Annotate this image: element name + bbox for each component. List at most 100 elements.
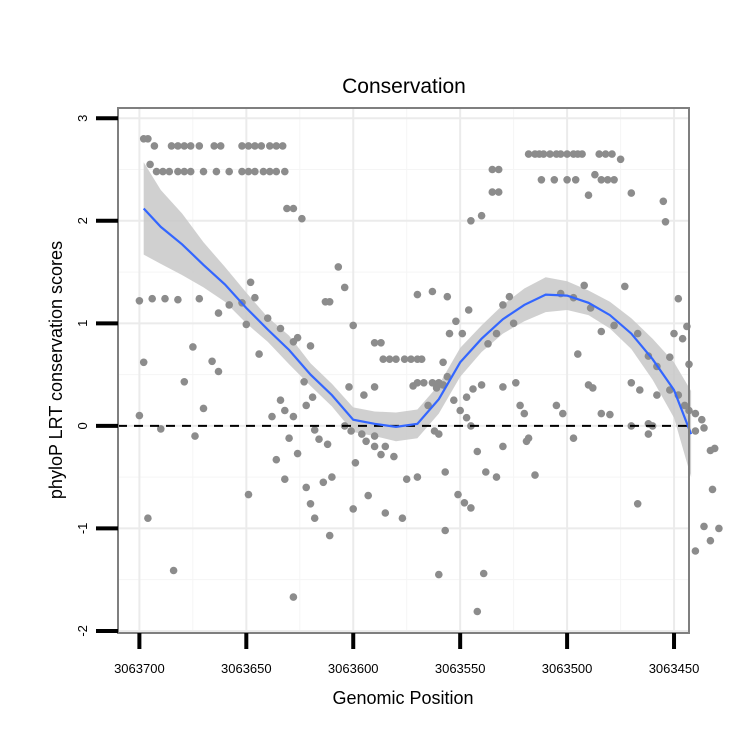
data-point bbox=[492, 329, 501, 338]
data-point bbox=[308, 393, 317, 402]
data-point bbox=[319, 478, 328, 487]
data-point bbox=[670, 329, 678, 338]
data-point bbox=[488, 165, 497, 174]
y-tick-label: -2 bbox=[75, 625, 90, 637]
data-point bbox=[512, 379, 520, 387]
data-point bbox=[278, 142, 287, 150]
data-point bbox=[441, 468, 450, 476]
data-point bbox=[597, 327, 606, 336]
data-point bbox=[289, 204, 298, 213]
x-axis: 3063700 3063650 3063600 3063550 3063500 30634… bbox=[114, 633, 699, 676]
data-point bbox=[216, 142, 225, 150]
data-point bbox=[633, 329, 642, 338]
data-point bbox=[488, 188, 497, 196]
loess-smooth-line bbox=[142, 207, 693, 435]
data-point bbox=[392, 355, 400, 364]
data-point bbox=[715, 524, 723, 533]
data-point bbox=[281, 475, 289, 484]
data-point bbox=[546, 150, 554, 158]
data-point bbox=[165, 167, 174, 176]
data-point bbox=[407, 355, 415, 364]
data-point bbox=[306, 500, 315, 508]
data-point bbox=[636, 386, 644, 394]
data-point bbox=[208, 357, 216, 366]
data-point bbox=[708, 485, 717, 494]
data-point bbox=[135, 411, 144, 420]
data-point bbox=[653, 391, 661, 399]
data-point bbox=[710, 444, 719, 453]
data-point bbox=[597, 409, 606, 418]
data-point bbox=[281, 167, 289, 176]
x-tick-label: 3063450 bbox=[649, 661, 700, 676]
data-point bbox=[477, 211, 486, 220]
data-point bbox=[467, 504, 475, 512]
data-point bbox=[460, 499, 469, 507]
chart-title: Conservation bbox=[342, 75, 466, 98]
data-point bbox=[199, 167, 208, 176]
x-axis-label: Genomic Position bbox=[332, 688, 473, 708]
data-point bbox=[135, 297, 144, 305]
data-point bbox=[666, 353, 674, 362]
data-point bbox=[398, 514, 407, 522]
data-point bbox=[443, 372, 452, 381]
data-point bbox=[559, 409, 567, 418]
data-point bbox=[325, 531, 334, 540]
data-point bbox=[597, 176, 606, 184]
data-point bbox=[157, 425, 165, 433]
data-point bbox=[700, 522, 708, 531]
data-point bbox=[300, 378, 308, 386]
data-point bbox=[174, 167, 182, 176]
data-point bbox=[323, 440, 332, 449]
data-point bbox=[150, 142, 159, 150]
data-point bbox=[180, 142, 189, 150]
data-point bbox=[524, 434, 533, 443]
data-point bbox=[700, 424, 708, 432]
x-tick-label: 3063550 bbox=[435, 661, 486, 676]
data-point bbox=[272, 455, 281, 464]
data-point bbox=[698, 415, 706, 424]
data-point bbox=[492, 473, 501, 481]
data-point bbox=[644, 430, 653, 438]
data-point bbox=[390, 452, 398, 461]
data-point bbox=[246, 278, 255, 287]
y-tick-label: 3 bbox=[75, 115, 90, 122]
data-point bbox=[266, 142, 274, 150]
data-point bbox=[381, 509, 390, 517]
data-point bbox=[289, 412, 298, 421]
data-point bbox=[691, 547, 700, 555]
data-point bbox=[195, 294, 204, 303]
x-tick-label: 3063500 bbox=[542, 661, 593, 676]
data-point bbox=[563, 150, 571, 158]
data-point bbox=[417, 355, 426, 364]
y-tick-label: 0 bbox=[75, 422, 90, 429]
data-point bbox=[569, 434, 578, 443]
data-point bbox=[443, 292, 452, 301]
data-point bbox=[244, 167, 253, 176]
data-point bbox=[285, 434, 293, 443]
data-point bbox=[340, 283, 349, 292]
data-point bbox=[610, 321, 618, 330]
y-tick-label: -1 bbox=[75, 523, 90, 535]
data-point bbox=[174, 295, 182, 304]
data-point bbox=[289, 593, 298, 601]
data-point bbox=[606, 410, 614, 419]
data-point bbox=[550, 176, 559, 184]
y-axis-label: phyloP LRT conservation scores bbox=[46, 241, 66, 499]
data-point bbox=[539, 150, 548, 158]
data-point bbox=[180, 378, 189, 386]
data-point bbox=[381, 442, 390, 451]
y-tick-label: 2 bbox=[75, 217, 90, 224]
data-point bbox=[413, 379, 422, 387]
data-point bbox=[435, 570, 443, 579]
confidence-ribbon bbox=[143, 162, 692, 478]
data-point bbox=[608, 150, 616, 158]
x-tick-label: 3063650 bbox=[221, 661, 272, 676]
data-point bbox=[199, 404, 208, 413]
data-point bbox=[661, 218, 670, 226]
data-point bbox=[621, 282, 629, 291]
data-point bbox=[456, 406, 465, 415]
data-point bbox=[428, 379, 437, 387]
data-point bbox=[706, 536, 715, 545]
data-point bbox=[251, 142, 259, 150]
data-point bbox=[244, 142, 253, 150]
